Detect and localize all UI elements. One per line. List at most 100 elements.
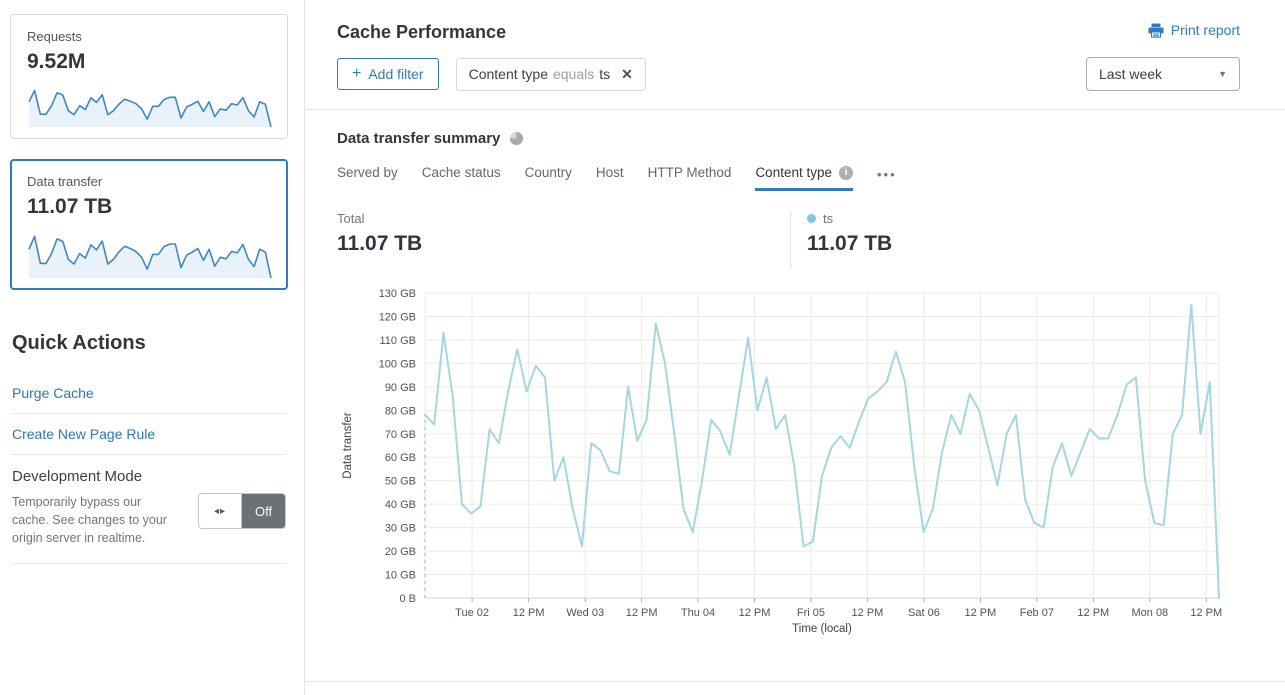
development-mode-title: Development Mode — [12, 468, 143, 485]
data-transfer-card-label: Data transfer — [27, 174, 103, 189]
summary-section: Data transfer summary Served by Cache sta… — [305, 110, 1285, 643]
toggle-arrows-icon: ◂▸ — [199, 494, 243, 528]
tab-content-type[interactable]: Content type i — [755, 165, 853, 191]
tab-label: HTTP Method — [647, 165, 732, 180]
tab-served-by[interactable]: Served by — [337, 165, 398, 191]
time-range-select[interactable]: Last week ▼ — [1086, 57, 1240, 91]
x-tick-label: 12 PM — [965, 607, 997, 619]
tab-country[interactable]: Country — [525, 165, 572, 191]
data-transfer-chart: 0 B 10 GB 20 GB 30 GB 40 GB 50 GB 60 GB 70 GB 80… — [342, 288, 1222, 635]
x-tick-label: 12 PM — [1190, 607, 1222, 619]
y-tick-label: 70 GB — [385, 429, 416, 441]
more-tabs-button[interactable]: ••• — [877, 166, 897, 182]
development-mode-toggle[interactable]: ◂▸ Off — [198, 493, 286, 529]
x-tick-label: 12 PM — [739, 607, 771, 619]
main-header: Cache Performance Print report — [305, 0, 1285, 43]
x-tick-label: Sat 06 — [908, 607, 940, 619]
y-tick-label: 130 GB — [379, 288, 416, 300]
divider — [305, 109, 1285, 110]
tab-http-method[interactable]: HTTP Method — [648, 165, 732, 191]
y-tick-label: 80 GB — [385, 405, 416, 417]
x-tick-label: Mon 08 — [1131, 607, 1168, 619]
sidebar: Requests 9.52M Data transfer 11.07 TB Qu… — [0, 0, 305, 695]
info-icon[interactable]: i — [839, 165, 853, 180]
divider — [305, 681, 1285, 682]
tab-label: Host — [595, 165, 624, 180]
requests-card-value: 9.52M — [27, 50, 86, 73]
requests-sparkline-chart — [28, 89, 272, 128]
add-filter-button[interactable]: + Add filter — [337, 58, 439, 90]
chip-value: ts — [599, 66, 611, 82]
requests-card-label: Requests — [27, 29, 82, 44]
data-transfer-card-value: 11.07 TB — [27, 195, 113, 218]
dimension-tabs: Served by Cache status Country Host HTTP Met… — [337, 165, 1240, 191]
chip-operator: equals — [552, 66, 595, 82]
x-tick-label: Tue 02 — [455, 607, 489, 619]
requests-card[interactable]: Requests 9.52M — [10, 14, 288, 139]
data-transfer-sparkline-chart — [28, 235, 272, 279]
y-tick-label: 110 GB — [380, 335, 417, 347]
quick-actions-section: Quick Actions Purge Cache Create New Pag… — [10, 310, 288, 565]
x-tick-label: Wed 03 — [566, 607, 604, 619]
data-transfer-card[interactable]: Data transfer 11.07 TB — [10, 159, 288, 290]
add-filter-label: Add filter — [368, 66, 424, 82]
chip-field: Content type — [468, 66, 548, 82]
development-mode-description: Temporarily bypass our cache. See change… — [12, 495, 167, 546]
y-tick-label: 50 GB — [385, 476, 416, 488]
filter-chip-content-type: Content type equals ts ✕ — [455, 57, 646, 91]
summary-title: Data transfer summary — [337, 130, 501, 147]
x-axis-title: Time (local) — [792, 623, 852, 635]
tab-label: Country — [524, 165, 572, 180]
development-mode-block: Development Mode Temporarily bypass our … — [12, 455, 286, 563]
y-tick-label: 60 GB — [385, 452, 416, 464]
y-tick-label: 40 GB — [385, 499, 416, 511]
chevron-down-icon: ▼ — [1218, 69, 1227, 79]
tab-label: Content type — [755, 165, 832, 180]
totals-row: Total 11.07 TB ts 11.07 TB — [337, 211, 1240, 269]
create-page-rule-link[interactable]: Create New Page Rule — [12, 426, 156, 442]
plus-icon: + — [352, 65, 362, 82]
time-range-value: Last week — [1099, 66, 1163, 82]
x-tick-label: 12 PM — [513, 607, 545, 619]
legend-item[interactable]: ts — [807, 211, 892, 226]
quick-actions-title: Quick Actions — [12, 332, 146, 354]
y-tick-label: 100 GB — [379, 358, 416, 370]
legend-label: ts — [823, 211, 834, 226]
tab-label: Cache status — [421, 165, 501, 180]
legend-value: 11.07 TB — [807, 232, 893, 255]
y-tick-label: 30 GB — [385, 523, 416, 535]
toggle-state-label: Off — [242, 494, 285, 528]
total-label: Total — [337, 211, 365, 226]
y-tick-label: 120 GB — [379, 311, 416, 323]
x-tick-label: 12 PM — [852, 607, 884, 619]
print-report-button[interactable]: Print report — [1148, 22, 1240, 38]
y-tick-label: 10 GB — [385, 570, 416, 582]
x-tick-label: 12 PM — [626, 607, 658, 619]
x-tick-label: Thu 04 — [681, 607, 715, 619]
filter-row: + Add filter Content type equals ts ✕ La… — [305, 43, 1285, 109]
tab-host[interactable]: Host — [596, 165, 624, 191]
print-report-label: Print report — [1170, 22, 1240, 38]
page-title: Cache Performance — [337, 22, 507, 42]
main-content: Cache Performance Print report + Add fil… — [305, 0, 1285, 695]
ts-series-line — [424, 303, 1220, 599]
main-chart: 0 B 10 GB 20 GB 30 GB 40 GB 50 GB 60 GB 70 GB 80… — [337, 283, 1240, 643]
y-tick-label: 90 GB — [385, 382, 416, 394]
y-tick-label: 20 GB — [385, 546, 416, 558]
chart-legend: ts 11.07 TB — [790, 211, 892, 269]
tab-cache-status[interactable]: Cache status — [422, 165, 501, 191]
purge-cache-link[interactable]: Purge Cache — [12, 385, 94, 401]
divider — [12, 563, 286, 565]
tab-label: Served by — [337, 165, 398, 180]
y-tick-label: 0 B — [399, 593, 416, 605]
printer-icon — [1148, 23, 1164, 38]
x-tick-label: Feb 07 — [1020, 607, 1054, 619]
pie-chart-icon — [510, 131, 524, 146]
y-axis-title: Data transfer — [342, 412, 354, 479]
x-tick-label: 12 PM — [1077, 607, 1109, 619]
divider — [12, 454, 286, 455]
chip-close-icon[interactable]: ✕ — [621, 65, 633, 82]
total-value: 11.07 TB — [337, 232, 423, 255]
divider — [12, 413, 286, 414]
